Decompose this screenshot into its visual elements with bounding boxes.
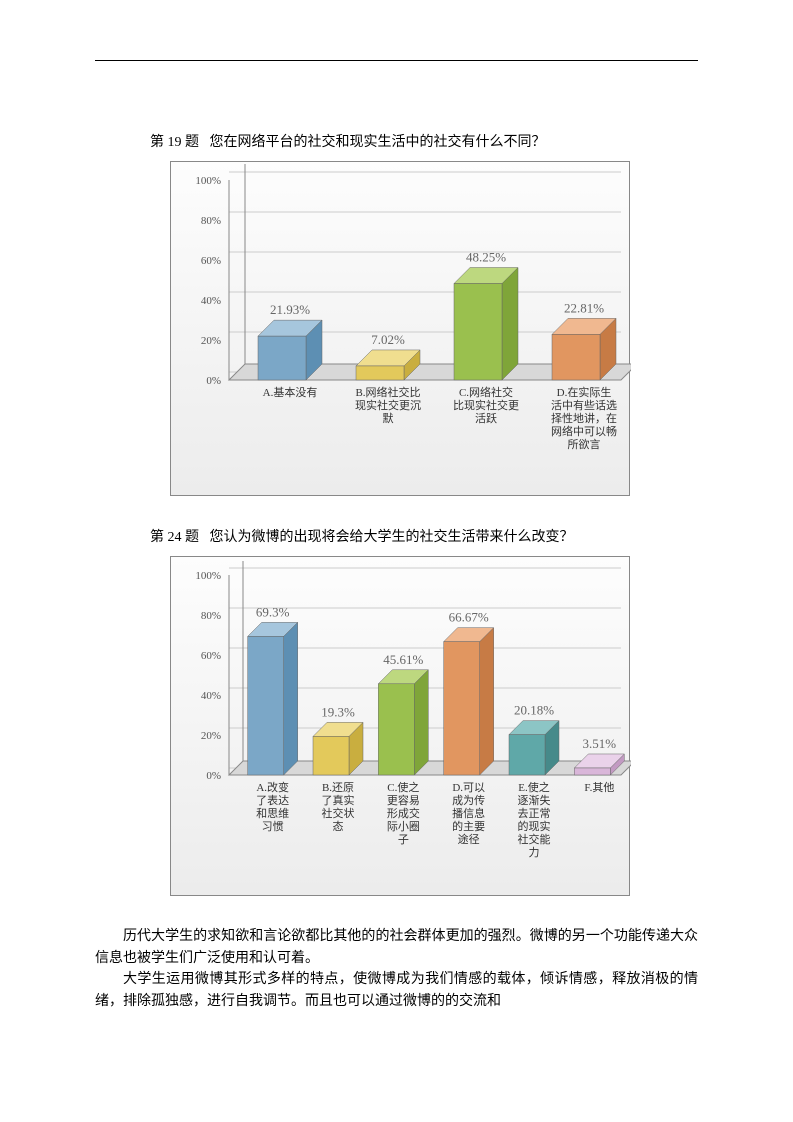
- q19-text: 您在网络平台的社交和现实生活中的社交有什么不同？: [210, 135, 546, 150]
- svg-text:B.还原: B.还原: [322, 781, 354, 794]
- svg-text:A.基本没有: A.基本没有: [263, 385, 318, 399]
- svg-text:48.25%: 48.25%: [466, 250, 506, 265]
- svg-text:69.3%: 69.3%: [256, 604, 290, 619]
- paragraph-1: 历代大学生的求知欲和言论欲都比其他的的社会群体更加的强烈。微博的另一个功能传递大…: [95, 926, 698, 969]
- svg-text:D.可以: D.可以: [452, 782, 485, 794]
- chart-19: 0% 20% 40% 60% 80% 100% 21.93% A.基本没有 7.02% B.网络社…: [170, 161, 630, 496]
- svg-text:B.网络社交比: B.网络社交比: [355, 385, 420, 399]
- svg-text:7.02%: 7.02%: [371, 332, 405, 347]
- svg-text:的现实: 的现实: [518, 819, 551, 833]
- svg-text:去正常: 去正常: [518, 807, 551, 820]
- svg-text:播信息: 播信息: [452, 806, 485, 820]
- svg-text:活中有些话选: 活中有些话选: [551, 398, 617, 412]
- svg-text:A.改变: A.改变: [256, 780, 289, 794]
- svg-text:默: 默: [383, 412, 394, 425]
- svg-text:19.3%: 19.3%: [321, 704, 355, 719]
- svg-text:习惯: 习惯: [262, 819, 284, 833]
- svg-text:形成交: 形成交: [387, 806, 420, 820]
- question-19-title: 第 19 题 您在网络平台的社交和现实生活中的社交有什么不同？: [150, 131, 698, 151]
- q19-prefix: 第 19 题: [150, 135, 199, 150]
- svg-text:现实社交更沉: 现实社交更沉: [355, 398, 421, 412]
- svg-text:所欲言: 所欲言: [568, 437, 601, 451]
- svg-text:子: 子: [398, 833, 409, 846]
- svg-text:比现实社交更: 比现实社交更: [453, 398, 519, 412]
- svg-text:40%: 40%: [201, 690, 221, 702]
- horizontal-rule: [95, 60, 698, 61]
- svg-text:活跃: 活跃: [475, 411, 497, 425]
- svg-text:D.在实际生: D.在实际生: [557, 385, 612, 399]
- svg-text:20%: 20%: [201, 730, 221, 742]
- svg-text:3.51%: 3.51%: [583, 736, 617, 751]
- svg-text:网络中可以畅: 网络中可以畅: [551, 424, 617, 438]
- svg-text:80%: 80%: [201, 215, 221, 227]
- svg-text:社交能: 社交能: [518, 832, 551, 846]
- svg-text:20.18%: 20.18%: [514, 703, 554, 718]
- svg-text:了表达: 了表达: [256, 793, 289, 807]
- chart-24: 0% 20% 40% 60% 80% 100% 69.3% A.改变了表达和思维习惯 19.3%…: [170, 556, 630, 896]
- svg-text:更容易: 更容易: [387, 793, 420, 807]
- svg-text:C.网络社交: C.网络社交: [459, 385, 513, 399]
- svg-text:和思维: 和思维: [256, 807, 289, 820]
- svg-text:80%: 80%: [201, 610, 221, 622]
- svg-text:途径: 途径: [458, 832, 480, 846]
- svg-text:力: 力: [529, 846, 540, 859]
- svg-text:21.93%: 21.93%: [270, 302, 310, 317]
- svg-text:20%: 20%: [201, 335, 221, 347]
- svg-text:成为传: 成为传: [452, 794, 485, 807]
- svg-text:60%: 60%: [201, 255, 221, 267]
- svg-text:逐渐失: 逐渐失: [518, 793, 551, 807]
- svg-text:C.使之: C.使之: [387, 780, 419, 794]
- paragraph-2: 大学生运用微博其形式多样的特点，使微博成为我们情感的载体，倾诉情感，释放消极的情…: [95, 969, 698, 1012]
- svg-text:0%: 0%: [206, 375, 221, 387]
- svg-text:100%: 100%: [195, 175, 221, 187]
- svg-text:社交状: 社交状: [322, 806, 355, 820]
- svg-text:F.其他: F.其他: [584, 781, 614, 794]
- svg-text:100%: 100%: [195, 570, 221, 582]
- svg-text:60%: 60%: [201, 650, 221, 662]
- svg-text:择性地讲，在: 择性地讲，在: [551, 411, 617, 425]
- svg-text:态: 态: [333, 820, 344, 833]
- svg-text:66.67%: 66.67%: [449, 610, 489, 625]
- q24-text: 您认为微博的出现将会给大学生的社交生活带来什么改变？: [210, 530, 574, 545]
- svg-text:的主要: 的主要: [452, 819, 485, 833]
- svg-text:22.81%: 22.81%: [564, 300, 604, 315]
- question-24-title: 第 24 题 您认为微博的出现将会给大学生的社交生活带来什么改变？: [150, 526, 698, 546]
- svg-text:45.61%: 45.61%: [383, 652, 423, 667]
- svg-text:E.使之: E.使之: [518, 780, 549, 794]
- svg-text:了真实: 了真实: [322, 793, 355, 807]
- body-paragraphs: 历代大学生的求知欲和言论欲都比其他的的社会群体更加的强烈。微博的另一个功能传递大…: [95, 926, 698, 1013]
- svg-text:0%: 0%: [206, 770, 221, 782]
- svg-text:40%: 40%: [201, 295, 221, 307]
- svg-text:际小圈: 际小圈: [387, 820, 420, 833]
- q24-prefix: 第 24 题: [150, 530, 199, 545]
